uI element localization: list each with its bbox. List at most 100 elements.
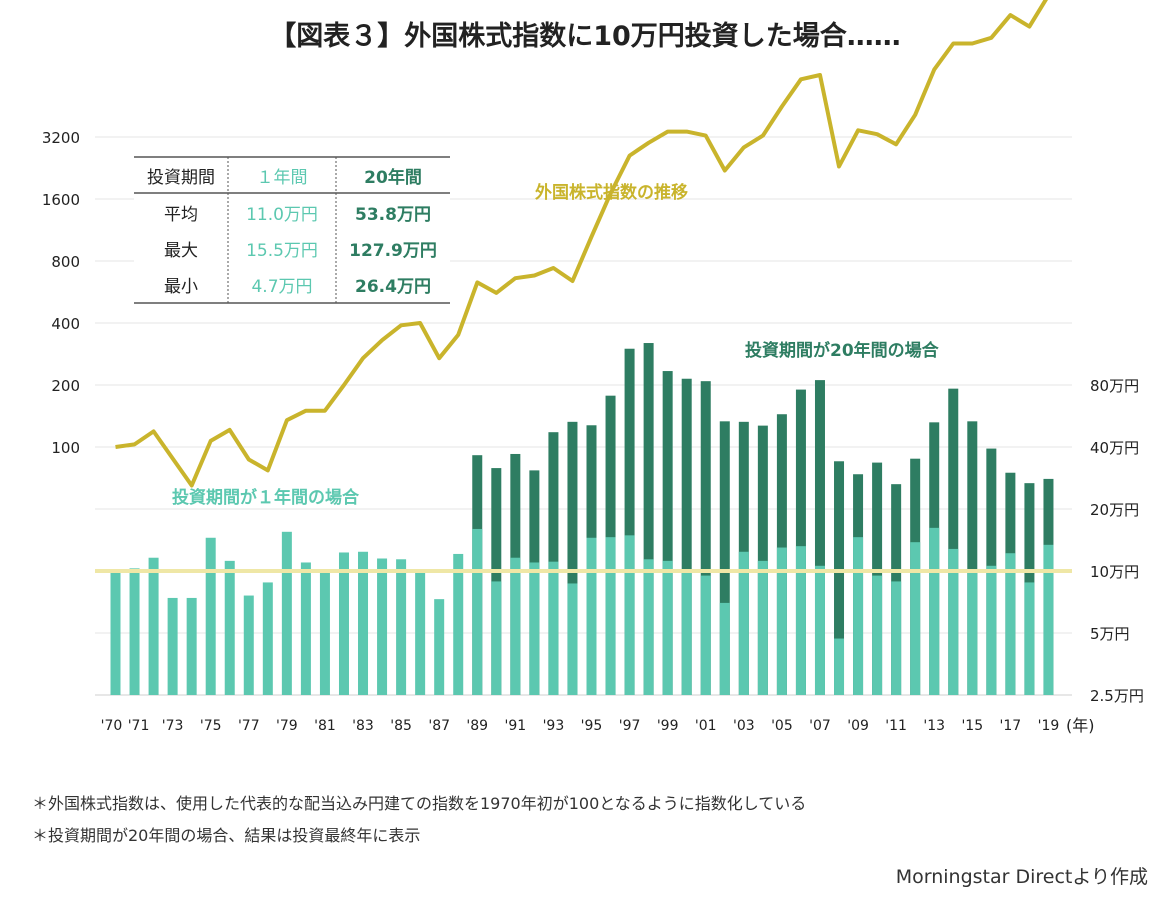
right-axis-tick-label: 20万円	[1090, 501, 1139, 519]
table-cell-20year: 53.8万円	[355, 205, 431, 225]
bar-1year	[319, 570, 330, 695]
x-axis-tick-label: '13	[923, 718, 945, 734]
summary-table-bg	[134, 157, 450, 303]
bar-1year	[1043, 544, 1054, 695]
bar-1year	[662, 560, 673, 695]
bar-1year	[415, 571, 426, 695]
bar-20year	[681, 378, 692, 695]
x-axis-unit: (年)	[1066, 716, 1095, 735]
table-row-label: 最大	[164, 241, 198, 261]
footnote-period: ＊投資期間が20年間の場合、結果は投資最終年に表示	[32, 826, 421, 845]
bar-20year	[700, 381, 711, 695]
x-axis-tick-label: '03	[733, 718, 755, 734]
bar-1year	[548, 561, 559, 695]
bar-1year	[624, 535, 635, 695]
index-line	[115, 0, 1048, 488]
right-axis-tick-label: 5万円	[1090, 625, 1130, 643]
x-axis-tick-label: '70	[101, 718, 123, 734]
bar-1year	[148, 557, 159, 695]
bar-1year	[262, 582, 273, 695]
left-axis-tick-label: 400	[51, 315, 80, 333]
bar-1year	[110, 571, 121, 695]
chart-canvas: 100 200 400 800 1600 3200 2.5万円 5万円 10万円 20万円 40万円…	[42, 0, 1144, 735]
bar-1year	[929, 527, 940, 695]
bar-1year	[872, 575, 883, 695]
bar-1year	[948, 548, 959, 695]
bar-1year	[605, 537, 616, 695]
bar-1year	[967, 571, 978, 695]
bar-1year	[1005, 553, 1016, 695]
bar-1year	[281, 531, 292, 695]
left-axis-tick-label: 200	[51, 377, 80, 395]
table-row-label: 平均	[164, 205, 198, 225]
bar-1year	[300, 562, 311, 695]
bar-1year	[358, 551, 369, 695]
bar-1year	[224, 560, 235, 695]
bar-1year	[167, 597, 178, 695]
bar-1year	[891, 581, 902, 695]
x-axis-tick-label: '73	[162, 718, 184, 734]
x-axis-tick-label: '01	[695, 718, 717, 734]
bar-1year	[453, 553, 464, 695]
bar-20year	[624, 348, 635, 695]
bar-20year	[643, 343, 654, 695]
bar-20year	[662, 371, 673, 695]
x-axis-tick-label: '87	[428, 718, 450, 734]
bar-1year	[338, 552, 349, 695]
bar-1year	[795, 546, 806, 695]
bar-1year	[986, 565, 997, 695]
bar-20year	[948, 388, 959, 695]
x-axis-tick-label: '09	[847, 718, 869, 734]
annotation-1year: 投資期間が１年間の場合	[172, 487, 360, 508]
right-axis-tick-label: 10万円	[1090, 563, 1139, 581]
x-axis-tick-label: '83	[352, 718, 374, 734]
footnote-index: ＊外国株式指数は、使用した代表的な配当込み円建ての指数を1970年初が100とな…	[32, 794, 807, 813]
bar-1year	[396, 559, 407, 695]
bar-1year	[814, 565, 825, 695]
bar-1year	[719, 602, 730, 695]
x-axis-tick-label: '15	[961, 718, 983, 734]
left-axis-tick-label: 3200	[42, 129, 80, 147]
bar-1year	[834, 638, 845, 695]
table-cell-1year: 4.7万円	[251, 277, 312, 297]
bar-1year	[377, 558, 388, 695]
table-cell-1year: 15.5万円	[246, 241, 318, 261]
table-cell-20year: 26.4万円	[355, 277, 431, 297]
bar-1year	[643, 559, 654, 695]
x-axis-tick-label: '91	[505, 718, 527, 734]
x-axis-tick-label: '99	[657, 718, 679, 734]
x-axis-tick-label: '77	[238, 718, 260, 734]
table-header-20year: 20年間	[364, 167, 422, 188]
bar-1year	[186, 597, 197, 695]
annotation-index: 外国株式指数の推移	[535, 182, 688, 203]
right-axis-tick-label: 2.5万円	[1090, 687, 1144, 705]
left-axis-tick-label: 1600	[42, 191, 80, 209]
x-axis-tick-label: '97	[619, 718, 641, 734]
bar-1year	[586, 537, 597, 695]
x-axis-tick-label: '79	[276, 718, 298, 734]
bar-1year	[567, 583, 578, 695]
left-axis-tick-label: 800	[51, 253, 80, 271]
bar-1year	[910, 542, 921, 695]
bar-1year	[700, 575, 711, 695]
bar-1year	[472, 528, 483, 695]
bar-20year	[719, 421, 730, 695]
bar-1year	[510, 557, 521, 695]
x-axis-tick-label: '95	[581, 718, 603, 734]
bar-1year	[243, 595, 254, 695]
x-axis-tick-label: '85	[390, 718, 412, 734]
x-axis-tick-label: '05	[771, 718, 793, 734]
right-axis-tick-label: 40万円	[1090, 439, 1139, 457]
x-axis-tick-label: '17	[1000, 718, 1022, 734]
annotation-20year: 投資期間が20年間の場合	[745, 340, 940, 361]
x-axis-tick-label: '81	[314, 718, 336, 734]
table-row-label: 最小	[164, 277, 198, 297]
x-axis-tick-label: '19	[1038, 718, 1060, 734]
table-cell-20year: 127.9万円	[349, 241, 437, 261]
bar-1year	[757, 560, 768, 695]
bar-1year	[1024, 582, 1035, 695]
x-axis-tick-label: '89	[466, 718, 488, 734]
table-cell-1year: 11.0万円	[246, 205, 318, 225]
x-axis-tick-label: '75	[200, 718, 222, 734]
bar-1year	[529, 562, 540, 695]
